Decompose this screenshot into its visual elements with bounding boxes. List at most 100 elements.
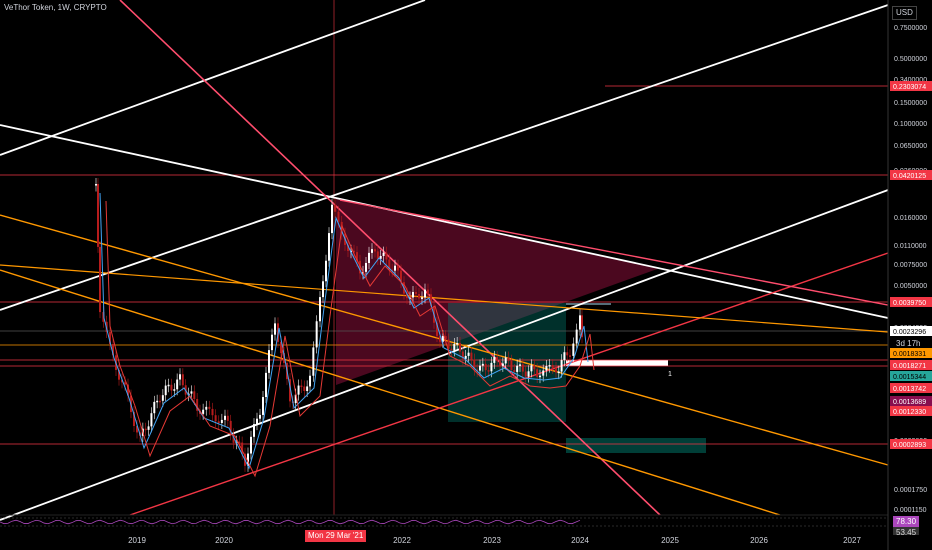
price-label-bg [890,297,932,307]
candle-body [533,365,536,370]
candle-body [124,382,126,385]
candle-body [193,391,196,399]
candle-body [181,374,184,386]
x-tick-label: 2024 [571,536,589,545]
rsi-value-label: 78.30 [893,516,920,528]
currency-label[interactable]: USD [892,6,917,20]
position-marker: 1 [668,371,672,378]
candle-body [379,255,382,259]
candle-body [334,204,337,212]
candle-body [545,366,548,371]
candle-body [300,385,303,388]
candle-body [406,293,408,299]
candle-body [196,398,199,411]
y-tick-label: 0.7500000 [894,25,927,32]
candle-body [441,336,444,342]
price-label: 0.0013689 [893,399,926,406]
candle-body [265,372,267,398]
x-tick-label: 2020 [215,536,233,545]
price-label-bg [890,326,932,336]
price-label: 0.0013742 [893,386,926,393]
candle-body [487,370,490,372]
y-tick-label: 0.1500000 [894,100,927,107]
position-top-line [566,303,611,305]
candle-body [274,323,276,335]
price-label: 0.0023296 [893,329,926,336]
candle-body [569,355,571,357]
candle-body [484,363,487,371]
candle-body [548,365,551,367]
candle-body [481,363,484,366]
candle-body [224,415,226,420]
price-label: 0.0002893 [893,442,926,449]
rsi-line [0,519,581,525]
candle-body [309,375,311,387]
x-tick-label: 2025 [661,536,679,545]
candle-body [493,356,496,363]
candle-body [542,370,545,376]
candle-body [513,369,516,372]
candle-body [539,375,541,378]
candle-body [256,418,258,425]
candle-body [312,347,315,376]
price-label-bg [890,81,932,91]
y-tick-label: 0.0075000 [894,262,927,269]
candle-body [459,343,461,352]
candle-body [208,406,211,409]
candle-body [499,361,501,366]
ma-slow-line [105,200,595,478]
y-tick-label: 0.3400000 [894,77,927,84]
candle-body [109,332,111,345]
candle-body [365,262,367,272]
candle-body [521,364,524,372]
candle-body [99,246,101,313]
trendline-3 [0,124,889,319]
candle-body [127,384,129,396]
candle-body [461,351,464,359]
candle-body [259,414,261,419]
candle-body [376,251,379,259]
candle-body [211,408,214,416]
candle-body [167,384,170,387]
candle-body [473,359,476,370]
candle-body [510,360,513,370]
ma-fast-line [99,192,589,470]
candle-body [95,184,97,186]
candle-body [241,442,244,454]
candle-body [170,384,173,391]
candle-body [280,341,282,354]
candle-body [566,352,569,356]
price-label: 0.0039750 [893,300,926,307]
price-label: 0.0018331 [893,351,926,358]
candle-body [262,397,264,415]
candle-body [560,360,563,372]
candle-body [250,436,252,454]
candle-body [153,401,156,414]
candle-body [97,184,99,247]
candle-body [527,371,530,377]
candle-body [331,204,333,234]
candle-body [253,424,255,437]
crosshair-date-label: Mon 29 Mar '21 [305,530,367,542]
candle-body [325,260,327,282]
candle-body [557,371,560,374]
candle-body [156,400,159,403]
x-tick-label: 2023 [483,536,501,545]
candle-body [382,252,385,256]
candle-body [572,343,575,356]
candle-body [456,343,459,345]
price-label: 0.0015344 [893,374,926,381]
candle-body [164,385,167,396]
candle-body [374,249,376,252]
candle-body [447,339,450,349]
candle-body [136,425,138,433]
candle-body [391,269,394,272]
candle-body [202,409,205,414]
candle-body [444,336,447,340]
trendline-4 [119,0,661,516]
trendline-2 [0,189,889,521]
trendline-6 [0,269,781,516]
candle-body [467,352,470,356]
candle-body [400,270,402,283]
